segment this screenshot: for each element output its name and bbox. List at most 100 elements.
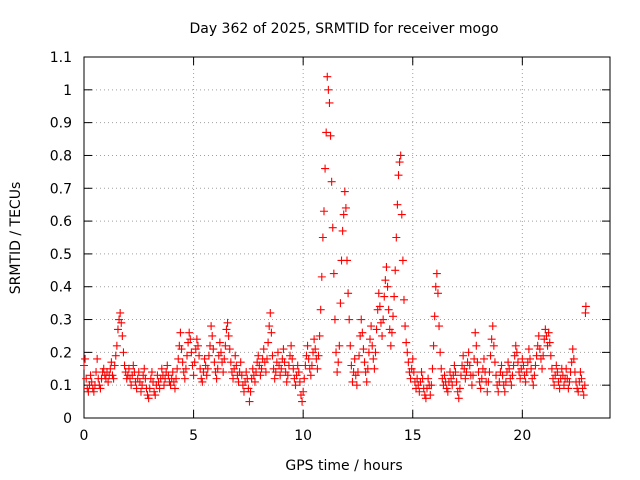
data-point [509, 361, 518, 370]
data-point [289, 364, 298, 373]
data-point [311, 345, 320, 354]
data-point [442, 384, 451, 393]
data-point [222, 325, 231, 334]
data-point [212, 374, 221, 383]
data-point [326, 131, 335, 140]
data-point [323, 72, 332, 81]
data-point [389, 312, 398, 321]
data-point [552, 361, 561, 370]
data-point [95, 381, 104, 390]
data-point [530, 371, 539, 380]
y-axis-label: SRMTID / TECUs [8, 182, 24, 295]
data-point [287, 341, 296, 350]
data-point [519, 361, 528, 370]
data-point [437, 364, 446, 373]
data-point [245, 397, 254, 406]
data-point [107, 358, 116, 367]
data-point [372, 325, 381, 334]
data-point [132, 384, 141, 393]
data-point [362, 377, 371, 386]
data-point [450, 361, 459, 370]
data-point [327, 177, 336, 186]
data-point [116, 308, 125, 317]
data-point [539, 351, 548, 360]
data-point [386, 341, 395, 350]
data-point [451, 368, 460, 377]
data-point [465, 361, 474, 370]
data-point [325, 98, 334, 107]
data-point [403, 348, 412, 357]
data-point [521, 377, 530, 386]
data-point [170, 384, 179, 393]
data-point [555, 384, 564, 393]
data-point [399, 295, 408, 304]
data-point [104, 377, 113, 386]
data-point [261, 368, 270, 377]
data-markers [80, 72, 590, 406]
data-point [508, 371, 517, 380]
data-point [229, 374, 238, 383]
data-point [345, 315, 354, 324]
data-point [472, 341, 481, 350]
data-point [270, 374, 279, 383]
data-point [82, 374, 91, 383]
data-point [489, 341, 498, 350]
data-point [291, 381, 300, 390]
data-point [250, 377, 259, 386]
data-point [507, 381, 516, 390]
data-point [310, 335, 319, 344]
data-point [512, 348, 521, 357]
data-point [295, 377, 304, 386]
data-point [304, 354, 313, 363]
data-point [318, 233, 327, 242]
data-point [143, 391, 152, 400]
data-point [459, 351, 468, 360]
data-point [401, 322, 410, 331]
data-point [529, 381, 538, 390]
data-point [277, 364, 286, 373]
y-tick-label: 0.8 [50, 148, 72, 164]
data-point [541, 325, 550, 334]
data-point [464, 348, 473, 357]
data-point [352, 381, 361, 390]
data-point [150, 387, 159, 396]
data-point [120, 361, 129, 370]
data-point [252, 368, 261, 377]
data-point [266, 308, 275, 317]
y-tick-label: 0.9 [50, 116, 72, 132]
data-point [268, 351, 277, 360]
data-point [383, 282, 392, 291]
data-point [469, 371, 478, 380]
data-point [187, 348, 196, 357]
data-point [236, 358, 245, 367]
data-point [430, 312, 439, 321]
data-point [81, 354, 90, 363]
data-point [497, 361, 506, 370]
plot-border [83, 56, 611, 419]
y-tick-label: 0 [63, 411, 72, 427]
data-point [87, 377, 96, 386]
data-point [580, 381, 589, 390]
data-point [408, 354, 417, 363]
data-point [538, 364, 547, 373]
data-point [518, 354, 527, 363]
data-point [185, 328, 194, 337]
data-point [424, 374, 433, 383]
data-point [284, 361, 293, 370]
x-ticks: 0 5 10 15 20 [80, 57, 531, 444]
data-point [173, 364, 182, 373]
x-axis-label: GPS time / hours [285, 458, 402, 474]
data-point [267, 328, 276, 337]
data-point [341, 203, 350, 212]
data-point [257, 364, 266, 373]
data-point [348, 377, 357, 386]
data-point [157, 364, 166, 373]
data-point [545, 338, 554, 347]
y-tick-label: 0.7 [50, 181, 72, 197]
x-tick-label: 20 [513, 428, 531, 444]
data-point [427, 381, 436, 390]
data-point [298, 397, 307, 406]
data-point [190, 358, 199, 367]
data-point [263, 354, 272, 363]
